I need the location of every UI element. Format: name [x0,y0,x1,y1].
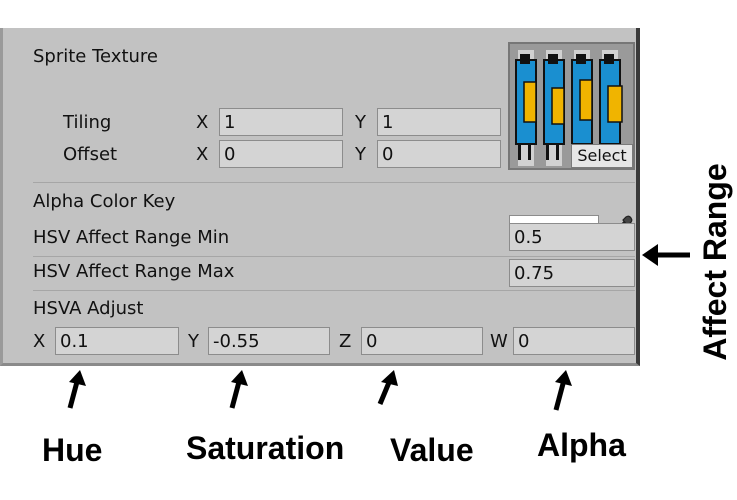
tiling-x-input[interactable] [219,108,343,136]
offset-y-label: Y [355,144,366,165]
divider [33,256,635,257]
arrow-up-icon [229,370,248,409]
offset-x-input[interactable] [219,140,343,168]
hsva-z-input[interactable] [361,327,483,355]
hsva-w-input[interactable] [513,327,635,355]
hsv-min-input[interactable] [509,223,635,251]
sprite-thumbnail-icon [510,44,633,168]
value-annotation: Value [390,432,474,468]
hsv-max-input[interactable] [509,259,635,287]
texture-select-button[interactable]: Select [571,144,633,168]
offset-y-input[interactable] [377,140,501,168]
saturation-annotation: Saturation [186,430,345,466]
divider [33,290,635,291]
divider [33,182,635,183]
hsv-max-label: HSV Affect Range Max [33,261,235,282]
hsva-adjust-label: HSVA Adjust [33,298,144,319]
alpha-annotation: Alpha [537,427,626,463]
offset-label: Offset [63,144,118,165]
arrow-up-icon [67,370,86,409]
texture-thumbnail[interactable]: Select [508,42,635,170]
offset-x-label: X [196,144,209,165]
arrow-up-icon [553,370,572,411]
hsva-w-label: W [490,331,508,352]
tiling-x-label: X [196,112,209,133]
hue-annotation: Hue [42,432,103,468]
arrow-left-icon [642,244,690,266]
sprite-texture-label: Sprite Texture [33,46,158,67]
affect-range-annotation: Affect Range [697,163,733,361]
alpha-color-key-label: Alpha Color Key [33,191,176,212]
hsva-y-label: Y [188,331,199,352]
tiling-y-input[interactable] [377,108,501,136]
tiling-y-label: Y [355,112,366,133]
arrow-up-icon [377,370,398,405]
hsva-z-label: Z [339,331,352,352]
hsva-x-label: X [33,331,46,352]
hsva-y-input[interactable] [208,327,330,355]
hsva-x-input[interactable] [55,327,179,355]
hsv-min-label: HSV Affect Range Min [33,227,230,248]
tiling-label: Tiling [63,112,112,133]
inspector-panel: Sprite Texture Tiling X Y Offset X Y [0,28,640,366]
